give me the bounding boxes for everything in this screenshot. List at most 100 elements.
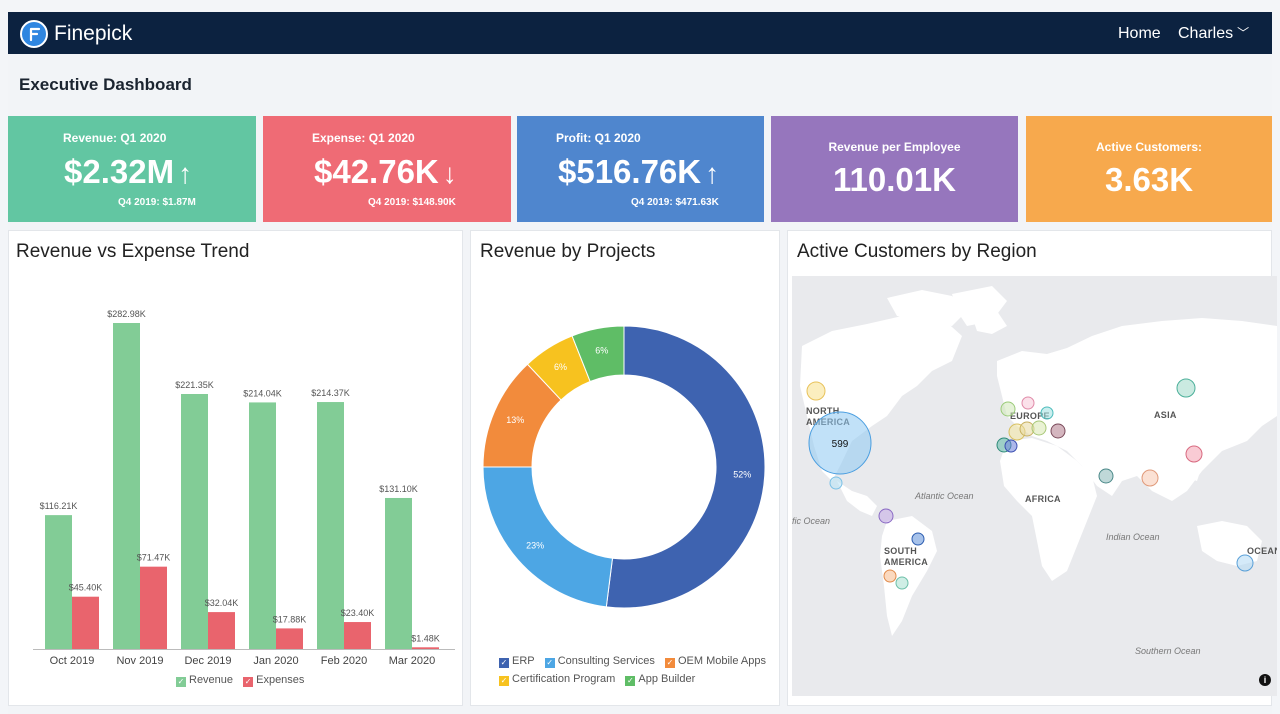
bar-revenue[interactable] bbox=[317, 402, 344, 649]
nav-home-link[interactable]: Home bbox=[1118, 25, 1161, 42]
legend-item-consulting-services[interactable]: ✓ Consulting Services bbox=[544, 655, 655, 668]
legend-item-app-builder[interactable]: ✓ App Builder bbox=[625, 673, 696, 686]
x-tick-label: Oct 2019 bbox=[50, 655, 95, 667]
checkbox-checked-icon: ✓ bbox=[499, 658, 509, 668]
map-marker[interactable] bbox=[1040, 406, 1054, 420]
label-europe: EUROPE bbox=[1010, 411, 1050, 421]
cluster-count: 599 bbox=[832, 439, 849, 450]
checkbox-checked-icon: ✓ bbox=[176, 677, 186, 687]
bar-revenue[interactable] bbox=[249, 402, 276, 649]
kpi-expense[interactable]: Expense: Q1 2020 $42.76K ↓ Q4 2019: $148.… bbox=[263, 116, 511, 222]
legend-item-oem-mobile-apps[interactable]: ✓ OEM Mobile Apps bbox=[664, 655, 767, 668]
map-marker[interactable] bbox=[1236, 554, 1254, 572]
map-marker[interactable] bbox=[1000, 401, 1016, 417]
kpi-label: Profit: Q1 2020 bbox=[556, 131, 641, 145]
bar-data-label: $45.40K bbox=[69, 583, 103, 593]
map-marker[interactable] bbox=[1185, 445, 1203, 463]
slice-label: 52% bbox=[733, 469, 751, 479]
map-marker[interactable] bbox=[883, 569, 897, 583]
bar-revenue[interactable] bbox=[385, 497, 412, 649]
active-customers-by-region-card: Active Customers by Region NORTH AMERICA bbox=[787, 230, 1277, 706]
kpi-label: Active Customers: bbox=[1095, 140, 1203, 154]
map-marker[interactable] bbox=[1004, 439, 1018, 453]
map-marker[interactable] bbox=[1098, 468, 1114, 484]
map-marker[interactable] bbox=[1050, 423, 1066, 439]
kpi-previous: Q4 2019: $148.90K bbox=[368, 197, 456, 208]
checkbox-checked-icon: ✓ bbox=[243, 677, 254, 687]
bar-expenses[interactable] bbox=[276, 628, 303, 649]
kpi-value: 3.63K bbox=[1104, 161, 1194, 198]
legend-item-certification-program[interactable]: ✓ Certification Program bbox=[499, 673, 616, 686]
bar-expenses[interactable] bbox=[140, 566, 167, 649]
x-tick-label: Dec 2019 bbox=[184, 655, 231, 667]
kpi-revenue[interactable]: Revenue: Q1 2020 $2.32M ↑ Q4 2019: $1.87M bbox=[8, 116, 256, 222]
card-title: Revenue vs Expense Trend bbox=[16, 241, 250, 262]
bar-data-label: $1.48K bbox=[411, 633, 440, 643]
bar-data-label: $221.35K bbox=[175, 380, 214, 390]
bar-data-label: $32.04K bbox=[205, 598, 239, 608]
kpi-revenue-per-employee[interactable]: Revenue per Employee 110.01K bbox=[771, 116, 1018, 222]
bar-data-label: $214.37K bbox=[311, 388, 350, 398]
x-tick-label: Mar 2020 bbox=[389, 655, 435, 667]
slice-label: 6% bbox=[554, 362, 567, 372]
donut-slice[interactable] bbox=[605, 325, 766, 609]
bar-data-label: $23.40K bbox=[341, 608, 375, 618]
bar-expenses[interactable] bbox=[344, 622, 371, 649]
finepick-logo-icon[interactable] bbox=[20, 20, 48, 48]
arrow-up-icon: ↑ bbox=[705, 158, 720, 189]
map-marker[interactable] bbox=[895, 576, 909, 590]
bar-data-label: $131.10K bbox=[379, 484, 418, 494]
kpi-value: $42.76K ↓ bbox=[314, 153, 457, 190]
dashboard-frame: Finepick Home Charles ﹀ Executive Dashboa… bbox=[8, 12, 1277, 714]
map-marker[interactable] bbox=[829, 476, 843, 490]
world-map[interactable]: NORTH AMERICA EUROPE ASIA AFRICA SOUTH A… bbox=[792, 276, 1277, 696]
legend-item-revenue[interactable]: ✓ Revenue bbox=[176, 674, 234, 687]
kpi-active-customers[interactable]: Active Customers: 3.63K bbox=[1026, 116, 1272, 222]
label-pacific-ocean: fic Ocean bbox=[792, 516, 831, 526]
bar-revenue[interactable] bbox=[45, 515, 72, 649]
map-markers: 599 bbox=[806, 378, 1254, 590]
card-title: Revenue by Projects bbox=[480, 241, 656, 262]
card-title: Active Customers by Region bbox=[797, 241, 1037, 262]
kpi-previous: Q4 2019: $1.87M bbox=[118, 197, 196, 208]
bar-revenue[interactable] bbox=[181, 393, 208, 649]
checkbox-checked-icon: ✓ bbox=[625, 676, 636, 686]
donut-legend[interactable]: ✓ ERP ✓ Consulting Services ✓ OEM Mobile Ap… bbox=[499, 655, 773, 668]
brand-name[interactable]: Finepick bbox=[54, 22, 133, 45]
map-marker[interactable] bbox=[1141, 469, 1159, 487]
legend-item-expenses[interactable]: ✓ Expenses bbox=[243, 674, 305, 687]
bar-expenses[interactable] bbox=[208, 612, 235, 649]
bar-expenses[interactable] bbox=[412, 647, 439, 649]
x-tick-label: Jan 2020 bbox=[253, 655, 298, 667]
donut-slice[interactable] bbox=[482, 466, 614, 608]
donut-chart: 52% 23% 13% 6% 6% bbox=[482, 325, 766, 609]
map-marker[interactable] bbox=[1176, 378, 1196, 398]
map-marker[interactable] bbox=[911, 532, 925, 546]
map-marker[interactable] bbox=[806, 381, 826, 401]
bar-expenses[interactable] bbox=[72, 596, 99, 649]
label-south-america: SOUTH AMERICA bbox=[884, 546, 929, 567]
donut-legend-row2[interactable]: ✓ Certification Program ✓ App Builder bbox=[499, 673, 702, 686]
map-marker-cluster[interactable] bbox=[808, 411, 872, 475]
revenue-expense-trend-card: Revenue vs Expense Trend $116.21K $45.40K… bbox=[8, 230, 463, 706]
slice-label: 6% bbox=[595, 346, 608, 356]
slice-label: 13% bbox=[506, 415, 524, 425]
label-oceania: OCEANI bbox=[1247, 546, 1277, 556]
kpi-profit[interactable]: Profit: Q1 2020 $516.76K ↑ Q4 2019: $471.… bbox=[517, 116, 764, 222]
kpi-label: Revenue per Employee bbox=[828, 140, 961, 154]
bar-revenue[interactable] bbox=[113, 323, 140, 649]
world-map-land bbox=[800, 286, 1277, 636]
chevron-down-icon: ﹀ bbox=[1237, 26, 1250, 40]
map-marker[interactable] bbox=[1031, 420, 1047, 436]
legend-item-erp[interactable]: ✓ ERP bbox=[499, 655, 535, 668]
bar-data-label: $214.04K bbox=[243, 388, 282, 398]
user-menu[interactable]: Charles ﹀ bbox=[1178, 25, 1249, 43]
donut-slice[interactable] bbox=[571, 325, 625, 383]
bar-chart-legend[interactable]: ✓ Revenue ✓ Expenses bbox=[176, 674, 311, 687]
info-icon[interactable]: i bbox=[1259, 674, 1271, 686]
map-marker[interactable] bbox=[1021, 396, 1035, 410]
arrow-down-icon: ↓ bbox=[442, 158, 457, 189]
x-tick-label: Feb 2020 bbox=[321, 655, 367, 667]
bar-data-label: $282.98K bbox=[107, 309, 146, 319]
map-marker[interactable] bbox=[878, 508, 894, 524]
